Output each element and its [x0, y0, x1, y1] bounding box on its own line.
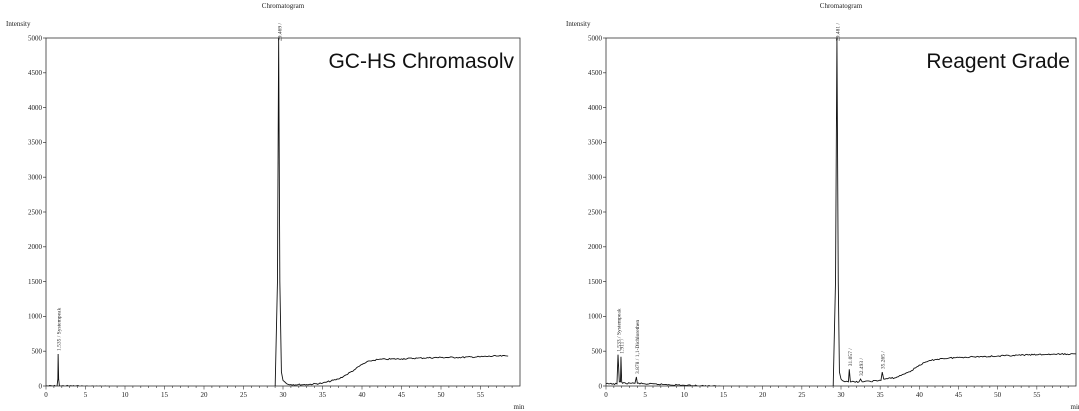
y-tick-label: 1000 [588, 313, 603, 321]
panel-label: GC-HS Chromasolv [328, 50, 514, 73]
x-tick-label: 55 [477, 391, 485, 399]
y-tick-label: 5000 [28, 34, 43, 42]
y-tick-label: 3500 [588, 139, 603, 147]
peak-label: 1.911 / [619, 338, 625, 354]
panel-label: Reagent Grade [926, 50, 1070, 73]
y-tick-label: 4000 [588, 104, 603, 112]
y-tick-label: 2000 [588, 243, 603, 251]
chromatogram-trace [606, 38, 1076, 386]
plot-frame [45, 37, 521, 387]
y-tick-label: 4500 [28, 69, 43, 77]
chromatogram-chart-left: ChromatogramIntensity0500100015002000250… [6, 2, 525, 411]
x-tick-label: 35 [877, 391, 885, 399]
x-tick-label: 10 [122, 391, 130, 399]
plot-frame [605, 37, 1077, 387]
peak-label: 31.057 / [848, 348, 854, 367]
x-tick-label: 30 [838, 391, 846, 399]
x-tick-label: 10 [681, 391, 689, 399]
chromatogram-panel-right: Chromatogram Intensity 0 500 1000 1500 2000 250… [560, 0, 1079, 411]
x-tick-label: 35 [319, 391, 327, 399]
y-axis-label: Intensity [6, 20, 31, 28]
y-tick-label: 1000 [28, 313, 43, 321]
x-axis-label: min [1071, 403, 1079, 411]
peak-label: 29.481 / [835, 23, 841, 42]
y-tick-label: 3000 [28, 174, 43, 182]
chromatogram-panel-left: Chromatogram Intensity 0 500 1000 1500 2000 250… [6, 2, 525, 411]
x-tick-label: 45 [398, 391, 406, 399]
x-tick-label: 15 [720, 391, 728, 399]
x-tick-label: 50 [994, 391, 1002, 399]
x-tick-label: 25 [798, 391, 806, 399]
x-tick-label: 40 [359, 391, 367, 399]
y-tick-label: 4500 [588, 69, 603, 77]
chart-title: Chromatogram [820, 2, 863, 10]
peak-label: 1.535 / Systempeak [57, 308, 63, 351]
y-tick-label: 500 [592, 348, 603, 356]
x-tick-label: 20 [201, 391, 209, 399]
chromatogram-trace [46, 38, 509, 386]
x-tick-label: 0 [604, 391, 608, 399]
x-tick-label: 5 [84, 391, 88, 399]
peak-label: 3.878 / 1,1-Dichlorethen [635, 320, 641, 374]
y-tick-label: 0 [39, 382, 43, 390]
x-tick-label: 45 [955, 391, 963, 399]
x-tick-label: 20 [759, 391, 767, 399]
x-axis-label: min [514, 403, 525, 411]
y-tick-label: 2500 [588, 208, 603, 216]
peak-label: 29.469 / [277, 23, 283, 42]
peak-label: 32.493 / [859, 358, 865, 377]
x-tick-label: 55 [1033, 391, 1041, 399]
y-tick-label: 2000 [28, 243, 43, 251]
y-tick-label: 1500 [588, 278, 603, 286]
x-tick-label: 25 [240, 391, 248, 399]
peak-label: 1.533 / Systempeak [617, 308, 623, 351]
y-tick-label: 3000 [588, 174, 603, 182]
chromatogram-chart-right: ChromatogramIntensity0500100015002000250… [566, 2, 1079, 411]
y-tick-label: 1500 [28, 278, 43, 286]
chart-title: Chromatogram [262, 2, 305, 10]
y-tick-label: 4000 [28, 104, 43, 112]
x-tick-label: 0 [44, 391, 48, 399]
y-tick-label: 500 [32, 348, 43, 356]
y-tick-label: 5000 [588, 34, 603, 42]
x-tick-label: 50 [438, 391, 446, 399]
x-tick-label: 15 [161, 391, 169, 399]
y-tick-label: 2500 [28, 208, 43, 216]
y-tick-label: 3500 [28, 139, 43, 147]
x-tick-label: 40 [916, 391, 924, 399]
peak-label: 35.265 / [881, 351, 887, 370]
y-tick-label: 0 [599, 382, 603, 390]
y-axis-label: Intensity [566, 20, 591, 28]
x-tick-label: 30 [280, 391, 288, 399]
x-tick-label: 5 [643, 391, 647, 399]
